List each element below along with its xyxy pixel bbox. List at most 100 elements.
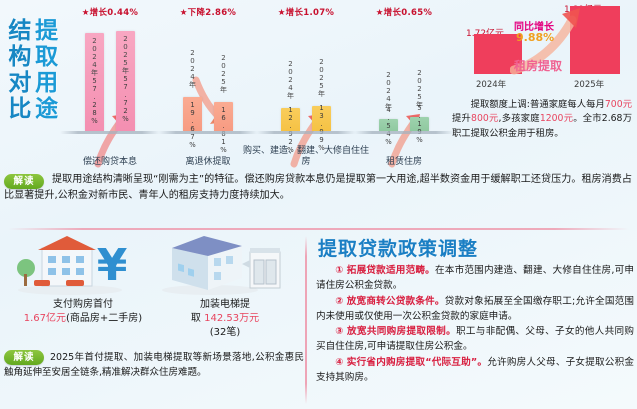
svg-text:¥: ¥ xyxy=(97,240,128,291)
bar-year-label: 2025年 xyxy=(219,54,228,93)
policy-item-3-num: ③ xyxy=(335,326,344,338)
rent-growth-label: 同比增长 xyxy=(514,22,554,33)
annotation-2: ★下降2.86% xyxy=(179,8,237,18)
icon-stats: ¥ 支付购房首付 1.67亿元(商品房+二手房) xyxy=(0,232,300,352)
baseline xyxy=(354,131,454,134)
policy-title: 提取贷款政策调整 xyxy=(318,238,479,260)
bar-value-label: 57.72% xyxy=(121,75,130,123)
policy-item-3-body: 职工与非配偶、父母、子女的他人共同购买自住住房,可申请提取住房公积金。 xyxy=(316,326,635,353)
icon-stat-2-amount: 142.53万元 xyxy=(204,313,260,324)
bar-year-label: 2024年 xyxy=(188,49,197,88)
rent-chart-title: 租房提取 xyxy=(514,59,563,73)
policy-item-2-head: 放宽商转公贷款条件。 xyxy=(346,295,445,307)
policy-item-4-num: ④ xyxy=(335,357,344,369)
icon-stat-2-caption: 加装电梯提 取 142.53万元 (32笔) xyxy=(150,298,300,340)
rent-note-t1: 提取额度上调:普通家庭每人每月 xyxy=(470,99,605,110)
icon-stat-2-pre: 取 xyxy=(190,313,205,324)
category-label-4: 租赁住房 xyxy=(385,156,422,167)
baseline xyxy=(158,131,258,134)
house-yuan-icon: ¥ xyxy=(8,234,158,296)
interpretation-bottom: 2025年首付提取、加装电梯提取等新场景落地,公积金惠民触角延伸至安居全链条,精… xyxy=(4,350,304,380)
icon-stat-1-line2: (商品房+二手房) xyxy=(66,313,143,324)
icon-stat-1-line1: 支付购房首付 xyxy=(53,299,113,310)
icon-stat-1-amount: 1.67亿元 xyxy=(23,313,67,324)
interpretation-top-text-wrap: 提取用途结构清晰呈现“刚需为主”的特征。偿还购房贷款本息仍是提取第一大用途,超半… xyxy=(4,172,632,205)
annotation-1: ★增长0.44% xyxy=(81,8,139,18)
bar-2024-1: 2024年 57.28% xyxy=(85,33,104,131)
rent-chart: 1.72亿元 1.89亿元 同比增长 9.88% 租房提取 2024年 2025… xyxy=(452,2,634,94)
bar-value-label: 12.92% xyxy=(286,106,295,154)
bar-value-label: 57.28% xyxy=(90,77,99,125)
rent-year-2024: 2024年 xyxy=(476,80,507,90)
bar-year-label: 2025年 xyxy=(415,69,424,108)
page-title: 提取用途 结构对比 xyxy=(3,18,57,122)
policy-item-3-head: 放宽共同购房提取限制。 xyxy=(347,326,456,338)
policy-panel: 提取贷款政策调整 ① 拓展贷款适用范畴。在本市范围内建造、翻建、大修自住住房,可… xyxy=(316,234,634,387)
rent-note-h1: 700元 xyxy=(604,99,632,110)
policy-item-2-body: 贷款对象拓展至全国缴存职工;允许全国范围内未使用或仅使用一次公积金贷款的家庭申请… xyxy=(316,295,634,322)
bar-year-label: 2024年 xyxy=(90,37,99,76)
rent-bar-2025 xyxy=(570,6,620,74)
bar-group-3: ★增长1.07% 2024年 12.92% 2025年 13.99% xyxy=(243,0,369,168)
bar-year-label: 2024年 xyxy=(286,60,295,99)
policy-item-1: ① 拓展贷款适用范畴。在本市范围内建造、翻建、大修自住住房,可申请住房公积金贷款… xyxy=(316,264,634,294)
icon-stat-1-caption: 支付购房首付 1.67亿元(商品房+二手房) xyxy=(8,298,158,326)
bar-year-label: 2025年 xyxy=(121,35,130,74)
bar-value-label: 4.54% xyxy=(384,106,393,146)
bar-2025-1: 2025年 57.72% xyxy=(116,31,135,131)
icon-stat-2-line1: 加装电梯提 xyxy=(200,299,250,310)
baseline xyxy=(256,131,356,134)
annotation-3: ★增长1.07% xyxy=(277,8,335,18)
bar-2024-3: 2024年 12.92% xyxy=(281,60,300,154)
baseline xyxy=(60,131,160,134)
page-title-line2: 结构对比 xyxy=(3,18,30,122)
bar-value-label: 16.81% xyxy=(219,106,228,154)
interpretation-top-badge: 解读 xyxy=(4,174,44,189)
interpretation-bottom-badge: 解读 xyxy=(4,350,44,365)
vertical-divider xyxy=(305,236,307,404)
rent-note-h2: 800元 xyxy=(471,113,499,125)
top-section: 提取用途 结构对比 ★增长0.44% 2024年 57.28% xyxy=(0,0,637,168)
policy-item-1-body: 在本市范围内建造、翻建、大修自住住房,可申请住房公积金贷款。 xyxy=(316,265,634,291)
interpretation-bottom-text-wrap: 2025年首付提取、加装电梯提取等新场景落地,公积金惠民触角延伸至安居全链条,精… xyxy=(4,350,304,380)
policy-item-4-head: 实行省内购房提取“代际互助”。 xyxy=(346,357,488,369)
rent-note: 提取额度上调:普通家庭每人每月700元提升800元,多孩家庭1200元。全市2.… xyxy=(452,98,632,141)
bar-2025-3: 2025年 13.99% xyxy=(312,58,331,152)
bar-group-2-bars: 2024年 19.67% 2025年 16.81% xyxy=(160,19,256,154)
bar-year-label: 2024年 xyxy=(384,71,393,110)
icon-stat-1: ¥ 支付购房首付 1.67亿元(商品房+二手房) xyxy=(8,234,158,326)
rent-note-t4: 。全市2.68万职工提取公积金用于租房。 xyxy=(452,113,632,139)
rent-trend-arrow-icon xyxy=(510,8,580,75)
bar-year-label: 2025年 xyxy=(317,58,326,97)
category-label-1: 偿还购贷本息 xyxy=(82,156,137,167)
bar-2025-4: 2025年 5.19% xyxy=(410,69,429,144)
policy-item-1-head: 拓展贷款适用范畴。 xyxy=(346,265,435,276)
category-label-3: 购买、建造、翻建、大修自住住房 xyxy=(242,145,369,167)
policy-item-3: ③ 放宽共同购房提取限制。职工与非配偶、父母、子女的他人共同购买自住住房,可申请… xyxy=(316,325,634,355)
policy-item-2: ② 放宽商转公贷款条件。贷款对象拓展至全国缴存职工;允许全国范围内未使用或仅使用… xyxy=(316,295,634,325)
policy-item-1-num: ① xyxy=(335,265,344,276)
rent-growth-value: 9.88% xyxy=(516,31,555,44)
rent-year-2025: 2025年 xyxy=(574,80,605,90)
rent-note-t2: 提升 xyxy=(452,113,472,125)
bar-group-4-bars: 2024年 4.54% 2025年 5.19% xyxy=(356,19,452,146)
policy-item-4-body: 允许购房人父母、子女提取公积金支持其购房。 xyxy=(316,357,635,384)
bar-2024-4: 2024年 4.54% xyxy=(379,71,398,146)
bottom-section: ¥ 支付购房首付 1.67亿元(商品房+二手房) xyxy=(0,232,637,409)
rent-note-h3: 1200元 xyxy=(539,113,574,125)
house-elevator-icon xyxy=(150,234,300,296)
policy-item-4: ④ 实行省内购房提取“代际互助”。允许购房人父母、子女提取公积金支持其购房。 xyxy=(316,356,634,386)
bar-chart: ★增长0.44% 2024年 57.28% 2025年 57.72% xyxy=(60,0,454,168)
icon-stat-2-line2: (32笔) xyxy=(209,327,241,338)
bar-2024-2: 2024年 19.67% xyxy=(183,49,202,149)
category-label-2: 离退休提取 xyxy=(185,156,231,167)
interpretation-bottom-text: 2025年首付提取、加装电梯提取等新场景落地,公积金惠民触角延伸至安居全链条,精… xyxy=(4,352,304,379)
bar-group-1: ★增长0.44% 2024年 57.28% 2025年 57.72% xyxy=(60,0,160,168)
interpretation-top-text: 提取用途结构清晰呈现“刚需为主”的特征。偿还购房贷款本息仍是提取第一大用途,超半… xyxy=(4,174,632,202)
page-title-line1: 提取用途 xyxy=(30,18,57,122)
bar-value-label: 19.67% xyxy=(188,101,197,149)
bar-group-1-bars: 2024年 57.28% 2025年 57.72% xyxy=(62,19,158,131)
bar-2025-2: 2025年 16.81% xyxy=(214,54,233,154)
policy-item-2-num: ② xyxy=(335,295,344,307)
